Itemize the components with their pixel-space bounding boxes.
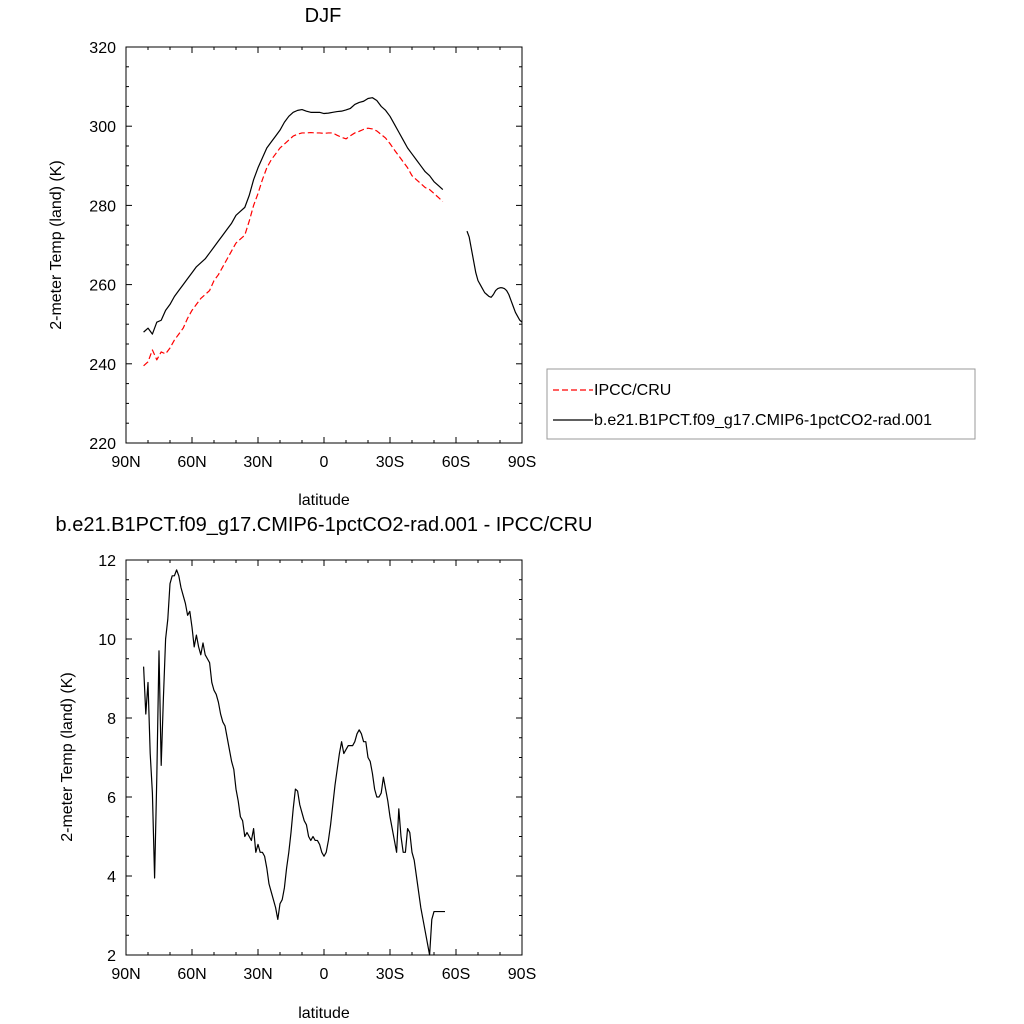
y-tick-label: 4 — [107, 869, 116, 886]
x-tick-label: 90S — [508, 454, 536, 471]
legend-label-model: b.e21.B1PCT.f09_g17.CMIP6-1pctCO2-rad.00… — [594, 412, 932, 429]
x-tick-label: 30N — [243, 454, 272, 471]
plot-frame — [125, 46, 523, 444]
x-tick-label: 60S — [442, 454, 470, 471]
x-tick-label: 0 — [320, 966, 329, 983]
y-tick-label: 280 — [89, 198, 116, 215]
y-tick-label: 260 — [89, 278, 116, 295]
legend-box — [546, 368, 976, 440]
x-tick-label: 60N — [177, 966, 206, 983]
y-tick-label: 12 — [98, 553, 116, 570]
y-tick-label: 8 — [107, 711, 116, 728]
legend: IPCC/CRU b.e21.B1PCT.f09_g17.CMIP6-1pctC… — [546, 368, 976, 440]
series-line-model — [466, 230, 523, 323]
plot-frame — [125, 559, 523, 956]
plot-area: 90N 60N 30N 0 30S 60S 90S 220 240 260 280 300 320 — [89, 40, 536, 471]
x-tick-label: 0 — [320, 454, 329, 471]
difference-panel: b.e21.B1PCT.f09_g17.CMIP6-1pctCO2-rad.00… — [56, 514, 593, 1022]
y-axis-label: 2-meter Temp (land) (K) — [59, 672, 76, 842]
x-tick-label: 90N — [111, 966, 140, 983]
x-tick-label: 30S — [376, 966, 404, 983]
chart-title: DJF — [305, 5, 342, 27]
y-tick-label: 220 — [89, 436, 116, 453]
x-tick-label: 90N — [111, 454, 140, 471]
y-tick-label: 2 — [107, 948, 116, 965]
series-line-model — [143, 97, 444, 335]
y-tick-label: 320 — [89, 40, 116, 57]
x-tick-label: 60S — [442, 966, 470, 983]
x-tick-label: 60N — [177, 454, 206, 471]
series-line-difference — [143, 569, 445, 956]
x-axis-label: latitude — [298, 492, 350, 509]
y-tick-label: 10 — [98, 632, 116, 649]
plot-area: 90N 60N 30N 0 30S 60S 90S 2 4 6 8 10 12 — [98, 553, 536, 983]
y-tick-label: 6 — [107, 790, 116, 807]
series-line-ipcc-cru — [143, 127, 444, 367]
x-tick-label: 30N — [243, 966, 272, 983]
djf-panel: DJF 2-meter Temp (land) (K) latitude 90N… — [48, 5, 976, 509]
x-axis-label: latitude — [298, 1005, 350, 1022]
y-tick-label: 240 — [89, 357, 116, 374]
y-axis-label: 2-meter Temp (land) (K) — [48, 160, 65, 330]
x-tick-label: 90S — [508, 966, 536, 983]
legend-label-ipcc-cru: IPCC/CRU — [594, 382, 671, 399]
y-tick-label: 300 — [89, 119, 116, 136]
x-tick-label: 30S — [376, 454, 404, 471]
chart-title: b.e21.B1PCT.f09_g17.CMIP6-1pctCO2-rad.00… — [56, 514, 593, 536]
